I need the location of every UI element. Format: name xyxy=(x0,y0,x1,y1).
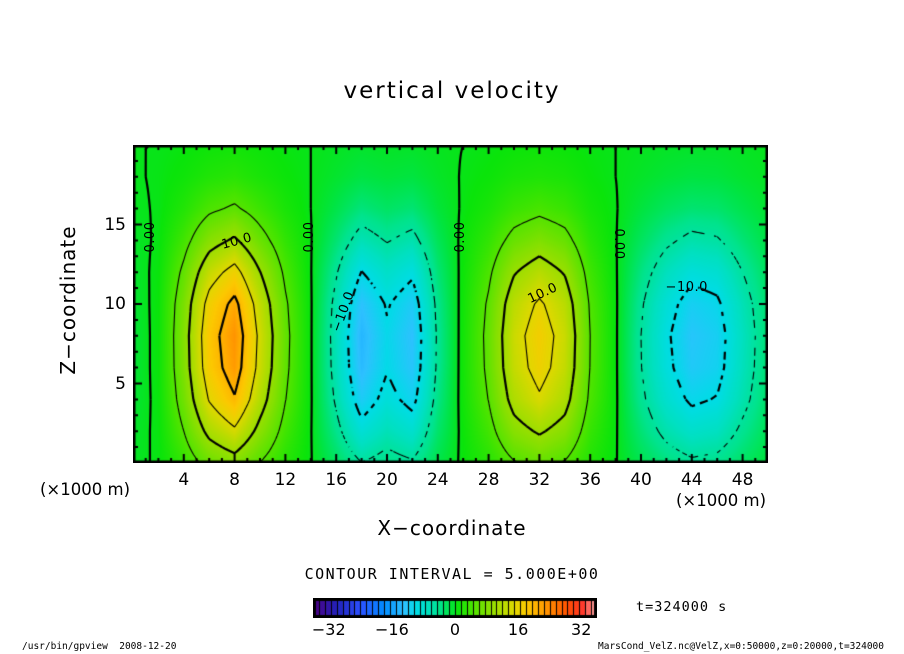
colorbar-tick-label: −16 xyxy=(374,620,409,639)
z-axis-unit: (×1000 m) xyxy=(40,480,131,499)
colorbar-tick-label: 0 xyxy=(449,620,461,639)
colorbar-tick-label: 16 xyxy=(507,620,529,639)
x-tick-label: 28 xyxy=(477,470,500,490)
contour-label: 0.00 xyxy=(452,221,468,253)
z-tick-label: 15 xyxy=(104,214,126,235)
x-axis-unit: (×1000 m) xyxy=(676,491,767,510)
colorbar-tick-label: −32 xyxy=(311,620,346,639)
colorbar xyxy=(313,598,597,618)
x-tick-label: 12 xyxy=(274,470,297,490)
x-tick-label: 32 xyxy=(528,470,551,490)
footer-command-path: /usr/bin/gpview 2008-12-20 xyxy=(22,641,177,652)
x-tick-label: 48 xyxy=(731,470,754,490)
contour-label: 0.00 xyxy=(301,221,317,253)
z-tick-label: 5 xyxy=(115,373,126,394)
x-tick-label: 44 xyxy=(680,470,703,490)
x-tick-label: 24 xyxy=(426,470,449,490)
plot-title: vertical velocity xyxy=(343,78,561,104)
x-tick-label: 4 xyxy=(178,470,190,490)
x-tick-label: 8 xyxy=(229,470,240,490)
x-axis-label: X−coordinate xyxy=(377,516,527,540)
x-tick-label: 36 xyxy=(579,470,601,490)
contour-label: 0.00 xyxy=(143,221,159,253)
contour-label: −10.0 xyxy=(665,280,708,296)
footer-dataset-info: MarsCond_VelZ.nc@VelZ,x=0:50000,z=0:2000… xyxy=(598,641,884,652)
z-tick-label: 10 xyxy=(104,294,126,314)
contour-label: 0.00 xyxy=(611,228,627,260)
y-axis-label: Z−coordinate xyxy=(56,225,80,375)
contour-plot-canvas xyxy=(133,145,768,463)
x-tick-label: 16 xyxy=(325,470,347,490)
x-tick-label: 40 xyxy=(630,470,652,490)
x-tick-label: 20 xyxy=(376,470,398,490)
time-label: t=324000 s xyxy=(636,599,728,615)
colorbar-tick-label: 32 xyxy=(571,620,592,639)
contour-interval-text: CONTOUR INTERVAL = 5.000E+00 xyxy=(304,565,600,583)
